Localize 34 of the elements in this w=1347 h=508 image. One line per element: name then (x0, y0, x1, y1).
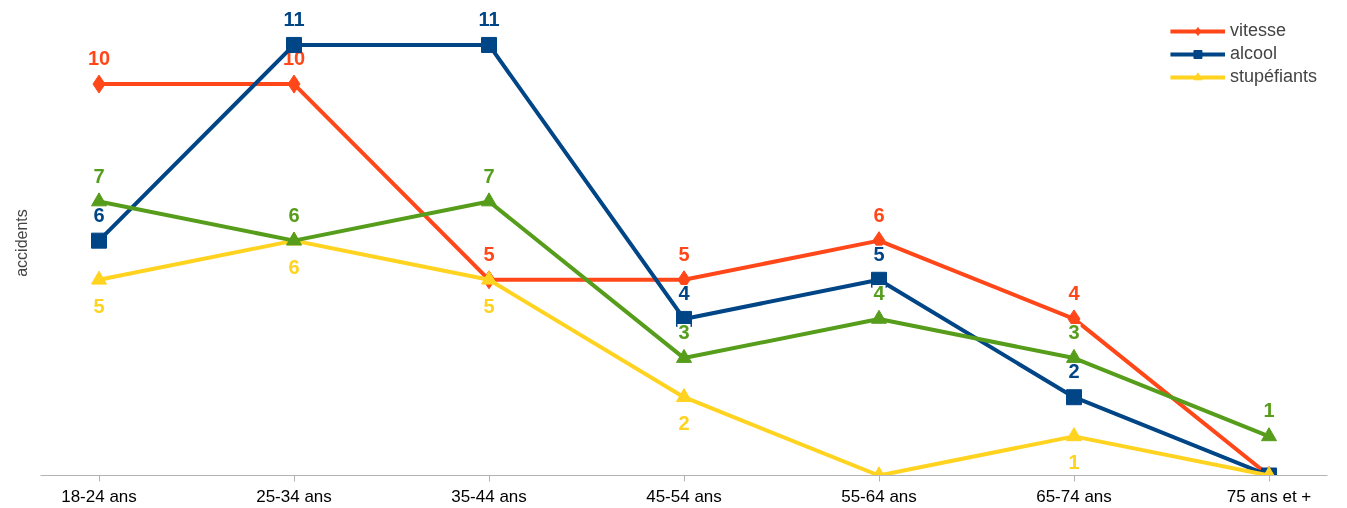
x-tick-label: 18-24 ans (61, 486, 137, 506)
data-label: 5 (678, 242, 690, 265)
data-label: 2 (1068, 360, 1080, 383)
data-label: 11 (478, 7, 500, 30)
data-label: 2 (678, 412, 690, 435)
legend-label: vitesse (1229, 20, 1286, 41)
x-tick-label: 75 ans et + (1226, 486, 1312, 506)
data-label: 6 (288, 203, 300, 226)
data-label: 11 (283, 7, 305, 30)
data-label: 3 (678, 321, 690, 344)
data-label: 3 (1068, 321, 1080, 344)
data-label: 7 (93, 164, 105, 187)
data-label: 4 (1068, 281, 1081, 304)
data-label: 4 (678, 281, 691, 304)
data-label: 1 (1068, 451, 1080, 474)
data-label: 5 (483, 294, 495, 317)
data-label: 7 (483, 164, 495, 187)
data-label: 1 (1263, 399, 1275, 422)
data-label: 4 (873, 281, 886, 304)
data-label: 6 (93, 203, 105, 226)
legend-label: alcool (1229, 43, 1277, 64)
x-tick-label: 55-64 ans (841, 486, 917, 506)
x-tick-label: 25-34 ans (256, 486, 332, 506)
data-label: 6 (288, 255, 300, 278)
data-label: 5 (873, 242, 885, 265)
data-label: 6 (873, 203, 885, 226)
x-tick-label: 45-54 ans (646, 486, 722, 506)
x-tick-label: 65-74 ans (1036, 486, 1112, 506)
data-label: 5 (483, 242, 495, 265)
data-label: 5 (93, 294, 105, 317)
legend-label: stupéfiants (1229, 66, 1317, 87)
y-axis-title: accidents (12, 209, 30, 277)
data-label: 10 (87, 47, 111, 70)
x-tick-label: 35-44 ans (451, 486, 527, 506)
